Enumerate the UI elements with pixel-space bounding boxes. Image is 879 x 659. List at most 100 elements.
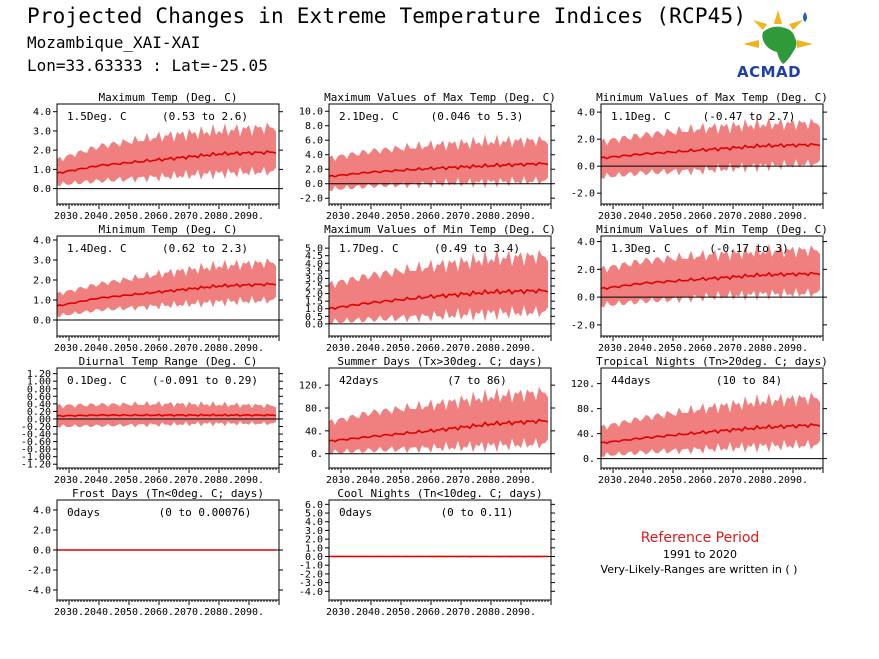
reference-period-years: 1991 to 2020 xyxy=(662,548,738,561)
very-likely-range: (0.046 to 5.3) xyxy=(431,110,524,123)
mean-change-value: 1.3Deg. C xyxy=(611,242,671,255)
chart-title: Tropical Nights (Tn>20deg. C; days) xyxy=(596,355,828,368)
mean-change-value: 44days xyxy=(611,374,651,387)
very-likely-range: (7 to 86) xyxy=(447,374,507,387)
y-tick-label: 3.0 xyxy=(33,256,51,267)
likely-range-band xyxy=(329,386,548,455)
y-tick-label: 3.0 xyxy=(305,526,323,537)
x-tick-label: 2060. xyxy=(416,607,446,618)
x-tick-label: 2060. xyxy=(144,607,174,618)
y-tick-label: 2.5 xyxy=(305,282,323,293)
x-tick-label: 2040. xyxy=(356,607,386,618)
chart-title: Diurnal Temp Range (Deg. C) xyxy=(79,355,258,368)
y-tick-label: 2.0 xyxy=(33,526,51,537)
y-tick-label: 0.0 xyxy=(33,316,51,327)
y-tick-label: 0.00 xyxy=(27,414,51,425)
y-tick-label: -2.0 xyxy=(27,566,51,577)
y-tick-label: 2.0 xyxy=(577,265,595,276)
y-tick-label: 4.0 xyxy=(305,150,323,161)
median-line xyxy=(56,413,277,418)
x-tick-label: 2040. xyxy=(628,343,658,354)
very-likely-range: (0 to 0.11) xyxy=(441,506,514,519)
y-tick-label: 1.0 xyxy=(305,543,323,554)
x-tick-label: 2090. xyxy=(506,211,536,222)
x-tick-label: 2030. xyxy=(326,475,356,486)
chart-panel-11: -4.0-3.0-2.0-1.00.01.02.03.04.05.06.0 203… xyxy=(299,487,555,618)
y-tick-label: -1.0 xyxy=(299,561,323,572)
chart-title: Minimum Values of Max Temp (Deg. C) xyxy=(596,91,828,104)
mean-change-value: 1.7Deg. C xyxy=(339,242,399,255)
x-tick-label: 2070. xyxy=(174,475,204,486)
chart-panel-9: 0. 40. 80. 120. 2030. 2040. 2050. 2060. 2070. 208… xyxy=(571,355,828,486)
y-tick-label: 2.0 xyxy=(33,146,51,157)
y-tick-label: 5.0 xyxy=(305,244,323,255)
very-likely-range: (-0.47 to 2.7) xyxy=(703,110,796,123)
y-tick-label: -4.0 xyxy=(27,586,51,597)
x-tick-label: 2080. xyxy=(748,343,778,354)
likely-range-band xyxy=(601,117,820,179)
y-tick-label: 0.0 xyxy=(305,179,323,190)
y-tick-label: 2.0 xyxy=(305,165,323,176)
y-tick-label: 0.20 xyxy=(27,407,51,418)
y-tick-label: 0.80 xyxy=(27,384,51,395)
y-tick-label: 3.0 xyxy=(33,126,51,137)
y-tick-label: 0.40 xyxy=(27,399,51,410)
x-tick-label: 2070. xyxy=(718,211,748,222)
y-tick-label: 40. xyxy=(577,429,595,440)
x-tick-label: 2080. xyxy=(204,343,234,354)
x-tick-label: 2090. xyxy=(234,211,264,222)
logo-text: ACMAD xyxy=(737,63,802,81)
median-line xyxy=(600,422,821,445)
x-tick-label: 2050. xyxy=(658,343,688,354)
y-tick-label: 1.0 xyxy=(33,296,51,307)
x-tick-label: 2060. xyxy=(144,475,174,486)
x-tick-label: 2040. xyxy=(84,607,114,618)
mean-change-value: 1.4Deg. C xyxy=(67,242,127,255)
x-tick-label: 2070. xyxy=(174,211,204,222)
x-tick-label: 2060. xyxy=(416,343,446,354)
station-coordinates: Lon=33.63333 : Lat=-25.05 xyxy=(27,56,268,75)
likely-range-band xyxy=(329,249,548,325)
x-tick-label: 2060. xyxy=(144,211,174,222)
y-tick-label: -1.00 xyxy=(21,452,51,463)
region-name: Mozambique_XAI-XAI xyxy=(27,33,201,52)
page-title: Projected Changes in Extreme Temperature… xyxy=(27,4,747,28)
x-tick-label: 2030. xyxy=(54,607,84,618)
y-tick-label: 40. xyxy=(305,426,323,437)
y-tick-label: 0.0 xyxy=(305,552,323,563)
y-tick-label: 0.0 xyxy=(577,162,595,173)
y-tick-label: 1.20 xyxy=(27,369,51,380)
y-tick-label: 0.0 xyxy=(33,546,51,557)
y-tick-label: -2.0 xyxy=(571,189,595,200)
y-tick-label: 2.0 xyxy=(33,276,51,287)
y-tick-label: -4.0 xyxy=(299,587,323,598)
y-tick-label: 80. xyxy=(305,404,323,415)
x-tick-label: 2080. xyxy=(476,343,506,354)
chart-title: Minimum Temp (Deg. C) xyxy=(98,223,237,236)
x-tick-label: 2030. xyxy=(54,475,84,486)
y-tick-label: 3.5 xyxy=(305,266,323,277)
x-tick-label: 2060. xyxy=(688,475,718,486)
y-tick-label: 80. xyxy=(577,404,595,415)
x-tick-label: 2060. xyxy=(416,211,446,222)
likely-range-band xyxy=(329,134,548,192)
mean-change-value: 0days xyxy=(339,506,372,519)
mean-change-value: 0.1Deg. C xyxy=(67,374,127,387)
x-tick-label: 2040. xyxy=(356,343,386,354)
x-tick-label: 2070. xyxy=(718,475,748,486)
x-tick-label: 2070. xyxy=(446,211,476,222)
x-tick-label: 2050. xyxy=(114,343,144,354)
very-likely-range: (0.49 to 3.4) xyxy=(434,242,520,255)
x-tick-label: 2030. xyxy=(598,475,628,486)
x-tick-label: 2040. xyxy=(628,211,658,222)
chart-title: Minimum Values of Min Temp (Deg. C) xyxy=(596,223,828,236)
y-tick-label: 8.0 xyxy=(305,121,323,132)
x-tick-label: 2060. xyxy=(688,211,718,222)
y-tick-label: 4.0 xyxy=(577,108,595,119)
y-tick-label: 1.0 xyxy=(305,304,323,315)
y-tick-label: 0. xyxy=(311,449,323,460)
reference-period-title: Reference Period xyxy=(640,530,760,546)
x-tick-label: 2080. xyxy=(748,211,778,222)
x-tick-label: 2090. xyxy=(234,343,264,354)
